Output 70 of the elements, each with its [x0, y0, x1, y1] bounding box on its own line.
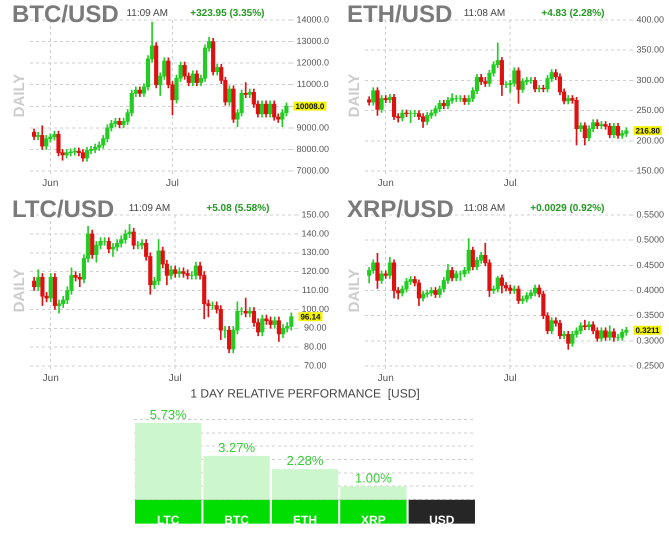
y-tick-label: 0.5500: [636, 209, 664, 220]
y-tick-label: 0.3500: [636, 310, 664, 320]
text: +4.83 (2.28%): [541, 8, 604, 19]
y-tick-label: 70.00: [304, 360, 326, 370]
y-tick-label: 0.3000: [636, 335, 664, 346]
x-tick-label: Jul: [504, 178, 517, 189]
chart-subtitle: 11:08 AM: [464, 8, 506, 19]
y-tick-label: 200.00: [636, 135, 664, 146]
y-tick-label: 90.00: [304, 322, 326, 333]
chart-title: ETH/USD: [347, 1, 452, 28]
y-tick-label: 7000.00: [296, 165, 330, 176]
text: 216.80: [635, 126, 660, 136]
x-tick-label: Jun: [42, 372, 59, 384]
chart-title: XRP/USD: [347, 196, 454, 223]
chart-subtitle: 11:09 AM: [128, 203, 170, 214]
text: 10008.0: [295, 102, 325, 111]
chart-title: 1 DAY RELATIVE PERFORMANCE [USD]: [190, 386, 420, 401]
y-tick-label: 9000.00: [296, 122, 330, 132]
candlestick: [404, 110, 409, 117]
candlestick: [56, 300, 62, 314]
y-tick-label: 140.00: [301, 228, 329, 238]
candlestick: [599, 121, 604, 130]
data-label: 1.00%: [354, 470, 392, 486]
y-tick-label: 13000.0: [296, 36, 330, 46]
y-tick-label: 0.2500: [636, 360, 664, 370]
x-tick-label: Jun: [42, 178, 58, 189]
y-tick-label: 0.5000: [636, 234, 664, 245]
y-tick-label: 130.00: [301, 247, 329, 258]
x-tick-label: Jul: [504, 372, 517, 384]
candlestick: [181, 268, 186, 278]
x-tick-label: USD: [429, 513, 455, 528]
x-tick-label: LTC: [156, 513, 180, 528]
text: +5.08 (5.58%): [206, 203, 270, 214]
y-tick-label: 120.00: [301, 266, 329, 276]
x-tick-label: Jun: [378, 372, 394, 384]
y-tick-label: 80.00: [304, 342, 326, 352]
y-tick-label: 100.00: [301, 304, 329, 314]
chart-subtitle: 11:08 AM: [464, 203, 506, 214]
y-tick-label: 350.00: [636, 44, 664, 55]
chart-subtitle: 11:09 AM: [126, 8, 168, 19]
text: 0.3211: [635, 326, 660, 335]
candlestick: [264, 314, 269, 325]
y-tick-label: 0.4000: [636, 284, 664, 295]
y-tick-label: 300.00: [636, 74, 664, 85]
chart-title: BTC/USD: [12, 1, 119, 28]
text: 96.14: [300, 312, 322, 322]
x-tick-label: ETH: [293, 513, 317, 528]
data-label: 5.73%: [150, 407, 188, 422]
y-tick-label: 8000.00: [296, 144, 330, 154]
text: +323.95 (3.35%): [190, 8, 264, 19]
x-tick-label: XRP: [361, 513, 386, 528]
y-tick-label: 11000.0: [296, 79, 329, 90]
x-tick-label: BTC: [224, 513, 250, 528]
candlestick: [110, 242, 116, 257]
x-tick-label: Jun: [378, 178, 394, 189]
y-tick-label: 110.00: [302, 284, 329, 295]
chart-title: LTC/USD: [12, 196, 114, 223]
x-tick-label: Jul: [166, 178, 179, 189]
y-tick-label: 0.4500: [636, 260, 664, 270]
data-label: 2.28%: [286, 453, 324, 468]
data-label: 3.27%: [218, 440, 256, 455]
candlestick: [140, 239, 144, 250]
y-tick-label: 14000.0: [296, 14, 330, 24]
y-tick-label: 400.00: [636, 14, 664, 24]
y-tick-label: 150.00: [636, 165, 664, 176]
y-tick-label: 150.00: [301, 209, 329, 220]
y-tick-label: 250.00: [636, 105, 664, 116]
x-tick-label: Jul: [168, 372, 182, 384]
y-tick-label: 12000.0: [296, 58, 330, 68]
text: +0.0029 (0.92%): [530, 203, 604, 214]
